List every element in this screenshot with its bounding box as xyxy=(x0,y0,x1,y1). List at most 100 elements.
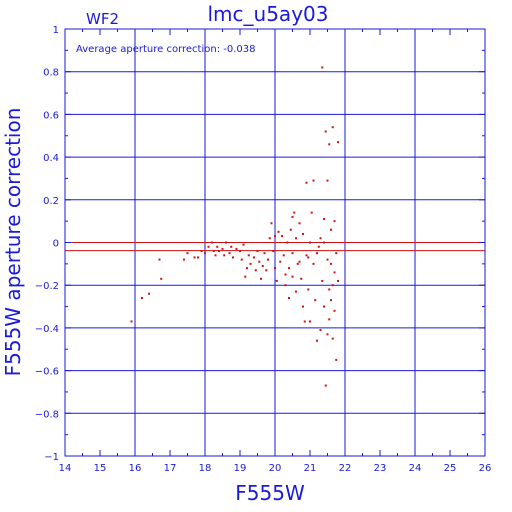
data-point xyxy=(148,292,150,295)
data-point xyxy=(200,250,203,253)
data-point xyxy=(305,181,308,184)
data-point xyxy=(130,320,133,323)
data-point xyxy=(300,277,303,280)
data-point xyxy=(291,275,294,278)
data-point xyxy=(296,262,299,265)
x-axis-label: F555W xyxy=(235,481,305,505)
data-point xyxy=(289,228,292,231)
data-point xyxy=(326,258,329,261)
data-point xyxy=(309,241,311,244)
y-tick-label: −1 xyxy=(44,452,59,463)
y-tick-label: 0.8 xyxy=(43,68,59,79)
x-tick-label: 23 xyxy=(374,463,387,474)
data-point xyxy=(282,254,285,257)
x-tick-label: 15 xyxy=(94,463,107,474)
y-tick-label: −0.8 xyxy=(35,409,59,420)
data-point xyxy=(316,339,318,342)
data-point xyxy=(183,258,185,261)
x-tick-label: 17 xyxy=(164,463,177,474)
data-point xyxy=(212,250,215,253)
data-point xyxy=(333,220,336,223)
data-point xyxy=(288,267,290,270)
data-point xyxy=(298,222,301,225)
y-tick-label: 0 xyxy=(53,239,59,250)
data-point xyxy=(323,241,325,244)
data-point xyxy=(158,258,161,261)
data-point xyxy=(239,250,241,253)
data-point xyxy=(312,262,315,265)
x-tick-label: 22 xyxy=(339,463,352,474)
data-point xyxy=(295,237,297,240)
x-tick-label: 26 xyxy=(479,463,492,474)
data-point xyxy=(331,337,334,340)
data-point xyxy=(307,256,310,259)
data-point xyxy=(284,284,287,287)
data-point xyxy=(246,267,248,270)
data-point xyxy=(279,260,282,263)
data-point xyxy=(263,252,266,255)
x-axis-ticks: 14 15 16 17 18 19 20 21 22 23 24 25 26 xyxy=(59,29,492,474)
data-point xyxy=(335,252,338,255)
data-point xyxy=(319,329,322,332)
y-tick-label: 1 xyxy=(53,25,59,36)
data-point xyxy=(274,235,276,238)
y-axis-ticks: −1 −0.8 −0.6 −0.4 −0.2 0 0.2 0.4 0.6 0.8 1 xyxy=(35,25,485,463)
data-point xyxy=(324,130,327,133)
data-point xyxy=(186,252,189,255)
data-point xyxy=(225,241,227,244)
data-point xyxy=(275,279,278,282)
data-point xyxy=(331,126,334,129)
data-point xyxy=(247,254,250,257)
data-point xyxy=(272,250,275,253)
x-tick-label: 21 xyxy=(304,463,317,474)
data-point xyxy=(291,252,294,255)
data-point xyxy=(240,258,243,261)
data-point xyxy=(295,290,297,293)
data-point xyxy=(312,179,315,182)
data-point xyxy=(204,252,206,255)
data-point xyxy=(242,243,245,246)
data-point xyxy=(337,279,339,282)
data-point xyxy=(223,254,226,257)
data-point xyxy=(291,215,294,218)
data-point xyxy=(307,288,310,291)
data-point xyxy=(330,228,332,231)
data-point xyxy=(321,66,324,69)
data-point xyxy=(214,254,217,257)
data-point xyxy=(160,277,163,280)
data-point xyxy=(321,279,324,282)
data-point xyxy=(216,245,219,248)
data-point xyxy=(267,258,269,261)
data-point xyxy=(258,260,261,263)
data-point xyxy=(303,320,306,323)
data-point xyxy=(230,245,233,248)
y-tick-label: −0.4 xyxy=(35,324,59,335)
data-point xyxy=(228,252,231,255)
data-point xyxy=(235,247,238,250)
data-point xyxy=(328,288,331,291)
data-point xyxy=(323,218,325,221)
data-point xyxy=(305,254,308,257)
data-point xyxy=(286,241,289,244)
data-point xyxy=(316,252,318,255)
x-tick-label: 24 xyxy=(409,463,422,474)
data-point xyxy=(298,260,301,263)
data-point xyxy=(293,211,296,214)
data-point xyxy=(260,277,262,280)
data-point xyxy=(288,297,290,300)
data-point xyxy=(333,271,336,274)
data-point xyxy=(254,269,257,272)
data-point xyxy=(244,275,247,278)
x-tick-label: 19 xyxy=(234,463,247,474)
data-point xyxy=(319,237,322,240)
x-tick-label: 18 xyxy=(199,463,212,474)
data-point xyxy=(337,141,339,144)
data-point xyxy=(330,299,332,302)
data-point xyxy=(310,211,313,214)
x-tick-label: 20 xyxy=(269,463,282,474)
chip-label: WF2 xyxy=(86,10,119,28)
data-point xyxy=(335,358,338,361)
data-point xyxy=(141,297,143,300)
data-point xyxy=(302,305,304,308)
y-tick-label: 0.2 xyxy=(43,196,59,207)
